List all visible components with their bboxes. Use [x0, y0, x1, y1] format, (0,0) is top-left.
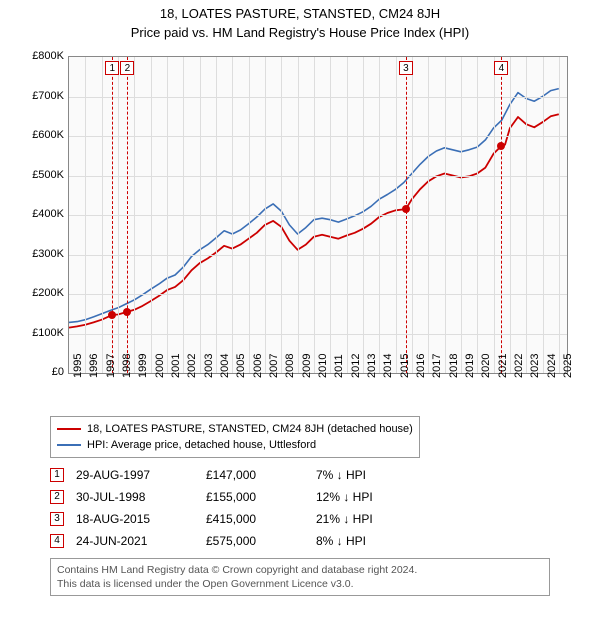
marker-dot: [108, 311, 116, 319]
gridline-v: [379, 57, 380, 373]
gridline-v: [363, 57, 364, 373]
gridline-v: [183, 57, 184, 373]
gridline-v: [445, 57, 446, 373]
legend-row-hpi: HPI: Average price, detached house, Uttl…: [57, 437, 413, 453]
legend: 18, LOATES PASTURE, STANSTED, CM24 8JH (…: [50, 416, 420, 458]
marker-number-box: 1: [105, 61, 119, 75]
gridline-h: [69, 334, 567, 335]
sale-number-box: 3: [50, 512, 64, 526]
gridline-v: [134, 57, 135, 373]
sale-date: 29-AUG-1997: [76, 468, 206, 482]
sale-hpi-delta: 12% ↓ HPI: [316, 490, 406, 504]
gridline-h: [69, 97, 567, 98]
marker-dot: [402, 205, 410, 213]
legend-label-hpi: HPI: Average price, detached house, Uttl…: [87, 437, 316, 453]
gridline-v: [314, 57, 315, 373]
plot-area: 12 3 4: [68, 56, 568, 374]
marker-vline: [127, 57, 128, 373]
gridline-v: [216, 57, 217, 373]
legend-row-paid: 18, LOATES PASTURE, STANSTED, CM24 8JH (…: [57, 421, 413, 437]
gridline-v: [200, 57, 201, 373]
gridline-h: [69, 136, 567, 137]
sales-table: 1 29-AUG-1997£147,0007% ↓ HPI 2 30-JUL-1998…: [50, 464, 600, 552]
gridline-v: [265, 57, 266, 373]
marker-dot: [123, 308, 131, 316]
footnote: Contains HM Land Registry data © Crown c…: [50, 558, 550, 596]
gridline-h: [69, 255, 567, 256]
gridline-v: [167, 57, 168, 373]
gridline-v: [543, 57, 544, 373]
marker-number-box: 2: [120, 61, 134, 75]
legend-label-paid: 18, LOATES PASTURE, STANSTED, CM24 8JH (…: [87, 421, 413, 437]
y-tick-label: £600K: [20, 129, 64, 141]
title-address: 18, LOATES PASTURE, STANSTED, CM24 8JH: [0, 6, 600, 21]
gridline-v: [151, 57, 152, 373]
sale-row: 3 18-AUG-2015£415,00021% ↓ HPI: [50, 508, 600, 530]
gridline-v: [118, 57, 119, 373]
gridline-v: [510, 57, 511, 373]
gridline-v: [102, 57, 103, 373]
sale-number-box: 1: [50, 468, 64, 482]
sale-row: 2 30-JUL-1998£155,00012% ↓ HPI: [50, 486, 600, 508]
sale-price: £575,000: [206, 534, 316, 548]
sale-date: 24-JUN-2021: [76, 534, 206, 548]
gridline-v: [347, 57, 348, 373]
x-tick-label: 2025: [562, 354, 598, 378]
marker-vline: [406, 57, 407, 373]
gridline-v: [249, 57, 250, 373]
y-tick-label: £200K: [20, 287, 64, 299]
marker-vline: [112, 57, 113, 373]
sale-price: £147,000: [206, 468, 316, 482]
sale-row: 1 29-AUG-1997£147,0007% ↓ HPI: [50, 464, 600, 486]
sale-price: £415,000: [206, 512, 316, 526]
gridline-v: [461, 57, 462, 373]
legend-swatch-paid: [57, 428, 81, 430]
sale-hpi-delta: 8% ↓ HPI: [316, 534, 406, 548]
sale-date: 30-JUL-1998: [76, 490, 206, 504]
marker-vline: [501, 57, 502, 373]
gridline-v: [232, 57, 233, 373]
sale-hpi-delta: 7% ↓ HPI: [316, 468, 406, 482]
y-tick-label: £0: [20, 366, 64, 378]
gridline-v: [428, 57, 429, 373]
footnote-line1: Contains HM Land Registry data © Crown c…: [57, 563, 543, 577]
gridline-v: [494, 57, 495, 373]
gridline-h: [69, 294, 567, 295]
gridline-v: [396, 57, 397, 373]
footnote-line2: This data is licensed under the Open Gov…: [57, 577, 543, 591]
gridline-v: [559, 57, 560, 373]
y-tick-label: £100K: [20, 327, 64, 339]
y-tick-label: £300K: [20, 248, 64, 260]
gridline-h: [69, 215, 567, 216]
gridline-v: [526, 57, 527, 373]
gridline-v: [281, 57, 282, 373]
title-subtitle: Price paid vs. HM Land Registry's House …: [0, 25, 600, 40]
chart-container: 12 3 4 £0 £100K £200K £300K £400K £500K £600K £70…: [20, 44, 580, 414]
sale-number-box: 4: [50, 534, 64, 548]
marker-dot: [497, 142, 505, 150]
marker-number-box: 3: [399, 61, 413, 75]
y-tick-label: £800K: [20, 50, 64, 62]
sale-number-box: 2: [50, 490, 64, 504]
legend-swatch-hpi: [57, 444, 81, 446]
gridline-h: [69, 176, 567, 177]
sale-price: £155,000: [206, 490, 316, 504]
gridline-v: [412, 57, 413, 373]
marker-number-box: 4: [494, 61, 508, 75]
y-tick-label: £700K: [20, 90, 64, 102]
gridline-v: [298, 57, 299, 373]
y-tick-label: £500K: [20, 169, 64, 181]
gridline-v: [330, 57, 331, 373]
sale-hpi-delta: 21% ↓ HPI: [316, 512, 406, 526]
gridline-v: [477, 57, 478, 373]
sale-date: 18-AUG-2015: [76, 512, 206, 526]
gridline-v: [85, 57, 86, 373]
y-tick-label: £400K: [20, 208, 64, 220]
sale-row: 4 24-JUN-2021£575,0008% ↓ HPI: [50, 530, 600, 552]
